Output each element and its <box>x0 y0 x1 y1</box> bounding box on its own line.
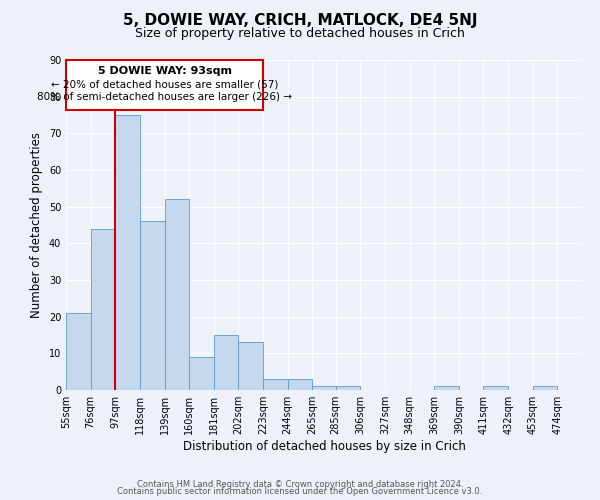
X-axis label: Distribution of detached houses by size in Crich: Distribution of detached houses by size … <box>182 440 466 453</box>
Bar <box>312 386 336 390</box>
Bar <box>336 386 361 390</box>
Bar <box>115 115 140 390</box>
Text: 5 DOWIE WAY: 93sqm: 5 DOWIE WAY: 93sqm <box>98 66 232 76</box>
Bar <box>66 60 263 110</box>
Bar <box>214 335 238 390</box>
Text: 80% of semi-detached houses are larger (226) →: 80% of semi-detached houses are larger (… <box>37 92 292 102</box>
Bar <box>238 342 263 390</box>
Text: 5, DOWIE WAY, CRICH, MATLOCK, DE4 5NJ: 5, DOWIE WAY, CRICH, MATLOCK, DE4 5NJ <box>123 12 477 28</box>
Bar <box>140 222 164 390</box>
Bar <box>189 357 214 390</box>
Bar <box>91 228 115 390</box>
Text: ← 20% of detached houses are smaller (57): ← 20% of detached houses are smaller (57… <box>51 79 278 89</box>
Bar <box>434 386 459 390</box>
Text: Contains HM Land Registry data © Crown copyright and database right 2024.: Contains HM Land Registry data © Crown c… <box>137 480 463 489</box>
Bar <box>263 379 287 390</box>
Bar <box>533 386 557 390</box>
Text: Size of property relative to detached houses in Crich: Size of property relative to detached ho… <box>135 28 465 40</box>
Bar <box>66 313 91 390</box>
Bar <box>287 379 312 390</box>
Y-axis label: Number of detached properties: Number of detached properties <box>30 132 43 318</box>
Bar <box>164 200 189 390</box>
Bar <box>484 386 508 390</box>
Text: Contains public sector information licensed under the Open Government Licence v3: Contains public sector information licen… <box>118 487 482 496</box>
